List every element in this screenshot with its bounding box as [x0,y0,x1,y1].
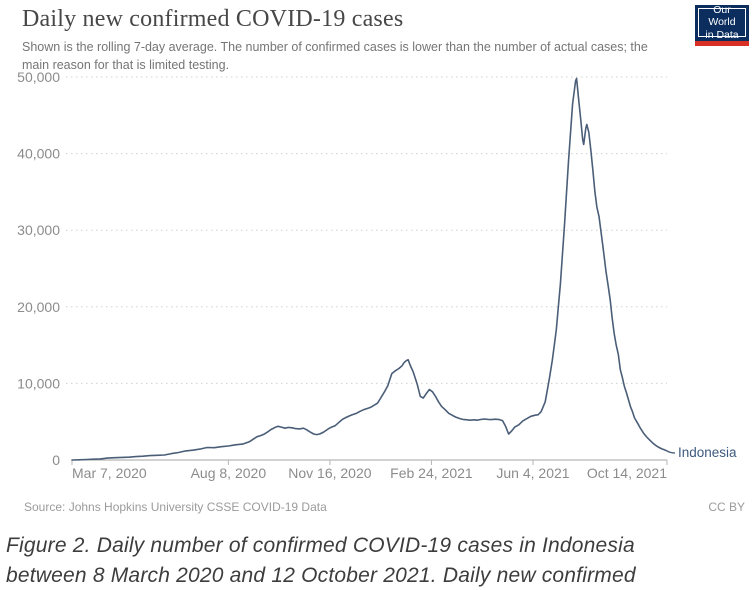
owid-logo: Our World in Data [695,4,749,46]
owid-logo-text: Our World in Data [698,4,746,41]
y-tick-label: 50,000 [17,69,60,85]
chart-title: Daily new confirmed COVID-19 cases [22,6,404,32]
figure-caption-line1: Figure 2. Daily number of confirmed COVI… [6,534,635,557]
entity-label-connector [664,449,675,454]
x-tick-label: Mar 7, 2020 [72,465,147,481]
x-tick-label: Oct 14, 2021 [587,465,667,481]
entity-label-indonesia: Indonesia [678,445,737,460]
y-tick-label: 10,000 [17,375,60,391]
figure-caption-line2: between 8 March 2020 and 12 October 2021… [6,564,636,587]
series-line-indonesia [71,77,666,461]
chart-svg: 0 10,000 20,000 30,000 40,000 50,000 Mar 7, 20… [17,69,737,481]
owid-logo-line2: in Data [705,28,739,41]
x-tick-label: Jun 4, 2021 [496,465,569,481]
figure-caption: Figure 2. Daily number of confirmed COVI… [6,531,636,590]
y-tick-label: 40,000 [17,146,60,162]
y-tick-label: 30,000 [17,222,60,238]
y-tick-label: 0 [52,452,60,468]
chart-subtitle: Shown is the rolling 7-day average. The … [22,40,648,73]
owid-logo-line1: Our World [708,3,736,29]
owid-logo-red-bar [695,41,749,46]
x-tick-label: Nov 16, 2020 [288,465,371,481]
y-tick-label: 20,000 [17,299,60,315]
license-note: CC BY [708,500,745,514]
source-note: Source: Johns Hopkins University CSSE CO… [24,500,327,514]
x-tick-label: Aug 8, 2020 [191,465,267,481]
x-tick-label: Feb 24, 2021 [390,465,473,481]
